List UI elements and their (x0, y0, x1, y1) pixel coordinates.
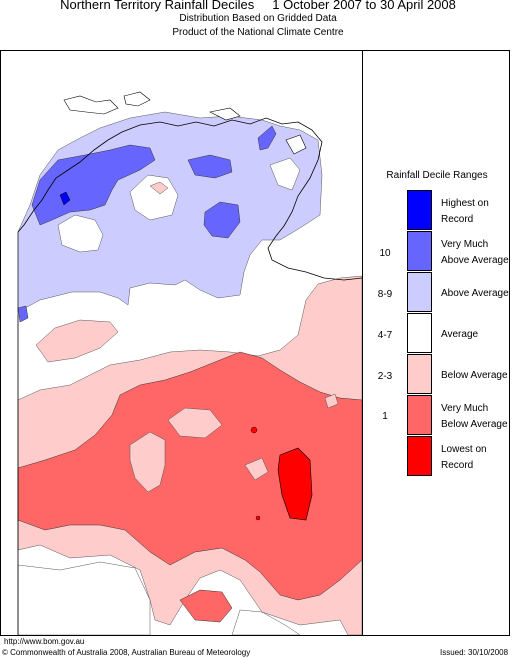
legend-label-average: Average (441, 329, 479, 340)
map-producer: Product of the National Climate Centre (172, 27, 344, 38)
legend-swatch-very-much-below (407, 395, 432, 435)
legend-swatch-above-average (407, 272, 432, 312)
legend-title: Rainfall Decile Ranges (386, 170, 488, 181)
legend-label-lowest: Lowest on Record (441, 444, 487, 471)
legend-label-very-much-above: Very Much Above Average (441, 239, 509, 266)
source-url[interactable]: http://www.bom.gov.au (4, 637, 85, 646)
issued-date: Issued: 30/10/2008 (440, 648, 509, 657)
legend-range-very-much-above: 10 (379, 248, 391, 259)
legend-label-above-average: Above Average (441, 288, 509, 299)
map-frame (0, 50, 510, 636)
legend-range-average: 4-7 (377, 330, 393, 341)
legend-range-very-much-below: 1 (382, 411, 388, 422)
legend-swatch-lowest (407, 436, 432, 476)
map-subtitle: Distribution Based on Gridded Data (179, 13, 337, 24)
legend-label-highest: Highest on Record (441, 198, 489, 225)
very-much-above-region (31, 144, 156, 226)
highest-on-record-region (59, 191, 71, 206)
lowest-on-record-region (277, 447, 313, 521)
map-title: Northern Territory Rainfall Deciles 1 Oc… (60, 0, 456, 12)
legend-range-below-average: 2-3 (377, 371, 393, 382)
legend-swatch-highest (407, 190, 432, 230)
legend-divider (362, 50, 363, 636)
legend-swatch-very-much-above (407, 231, 432, 271)
legend-label-below-average: Below Average (441, 370, 508, 381)
legend-label-very-much-below: Very Much Below Average (441, 403, 508, 430)
coastline (17, 117, 363, 281)
legend-range-above-average: 8-9 (377, 289, 393, 300)
copyright-notice: © Commonwealth of Australia 2008, Austra… (2, 648, 251, 657)
legend-swatch-below-average (407, 354, 432, 394)
legend-swatch-average (407, 313, 432, 353)
